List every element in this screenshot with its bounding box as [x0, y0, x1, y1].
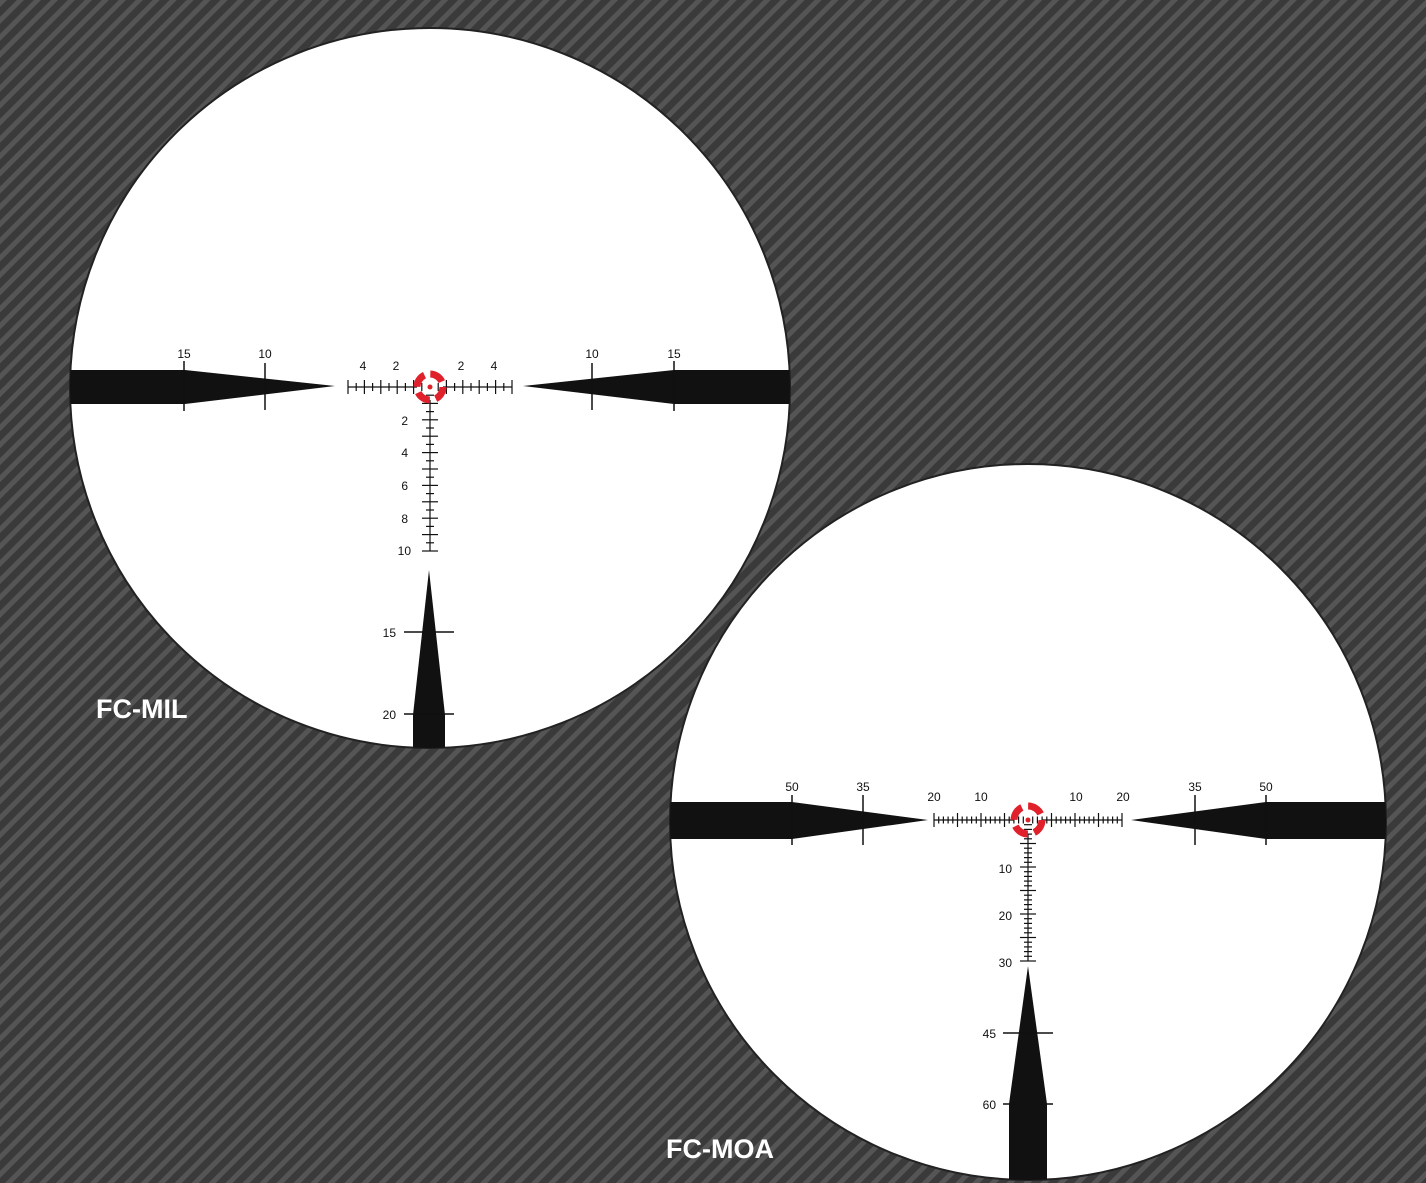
moa-label-down-45: 45 — [983, 1027, 997, 1041]
mil-label-right-2: 2 — [458, 359, 465, 373]
mil-label-down-8: 8 — [401, 512, 408, 526]
moa-label-down-20: 20 — [999, 909, 1013, 923]
mil-label-down-4: 4 — [401, 446, 408, 460]
reticle-fc-mil: 15 10 4 2 2 4 10 15 2 4 6 8 10 15 20 FC-… — [69, 27, 791, 749]
moa-bottom-post — [1009, 966, 1047, 1180]
reticle-fc-moa: 50 35 20 10 10 20 35 50 10 20 30 45 60 F… — [666, 463, 1387, 1181]
mil-dot-ring — [413, 370, 447, 404]
mil-label-right-15: 15 — [667, 347, 681, 361]
reticle-name-fc-mil: FC-MIL — [96, 694, 187, 724]
mil-label-down-6: 6 — [401, 479, 408, 493]
mil-vertical-scale — [422, 394, 438, 552]
mil-bottom-post — [413, 570, 445, 748]
mil-crosshair — [70, 370, 790, 748]
mil-label-right-10: 10 — [585, 347, 599, 361]
mil-center-dot — [413, 370, 447, 404]
moa-vertical-scale — [1020, 824, 1036, 962]
moa-right-post — [1131, 802, 1386, 839]
mil-post-ticks — [183, 361, 675, 715]
moa-label-left-50: 50 — [785, 780, 799, 794]
moa-left-post — [670, 802, 928, 839]
mil-label-down-20: 20 — [383, 708, 397, 722]
mil-label-left-2: 2 — [393, 359, 400, 373]
mil-label-right-4: 4 — [491, 359, 498, 373]
moa-label-left-20: 20 — [927, 790, 941, 804]
moa-label-right-35: 35 — [1188, 780, 1202, 794]
moa-label-right-50: 50 — [1259, 780, 1273, 794]
moa-label-down-60: 60 — [983, 1098, 997, 1112]
mil-horizontal-scale — [347, 380, 513, 394]
moa-label-left-10: 10 — [974, 790, 988, 804]
moa-label-left-35: 35 — [856, 780, 870, 794]
moa-post-ticks — [791, 795, 1267, 1105]
moa-center-dot — [1010, 802, 1046, 838]
moa-label-down-30: 30 — [999, 956, 1013, 970]
mil-left-post — [70, 370, 335, 404]
moa-label-right-10: 10 — [1069, 790, 1083, 804]
mil-dot-center — [427, 384, 433, 390]
mil-label-left-4: 4 — [360, 359, 367, 373]
moa-horizontal-scale — [933, 813, 1123, 827]
moa-dot-center — [1025, 817, 1031, 823]
moa-label-right-20: 20 — [1116, 790, 1130, 804]
mil-right-post — [523, 370, 790, 404]
mil-label-down-2: 2 — [401, 414, 408, 428]
mil-label-left-10: 10 — [258, 347, 272, 361]
mil-label-left-15: 15 — [177, 347, 191, 361]
moa-crosshair — [670, 802, 1386, 1180]
mil-label-down-15: 15 — [383, 626, 397, 640]
reticle-name-fc-moa: FC-MOA — [666, 1134, 774, 1164]
mil-label-down-10: 10 — [398, 544, 412, 558]
moa-label-down-10: 10 — [999, 862, 1013, 876]
moa-dot-ring — [1010, 802, 1046, 838]
